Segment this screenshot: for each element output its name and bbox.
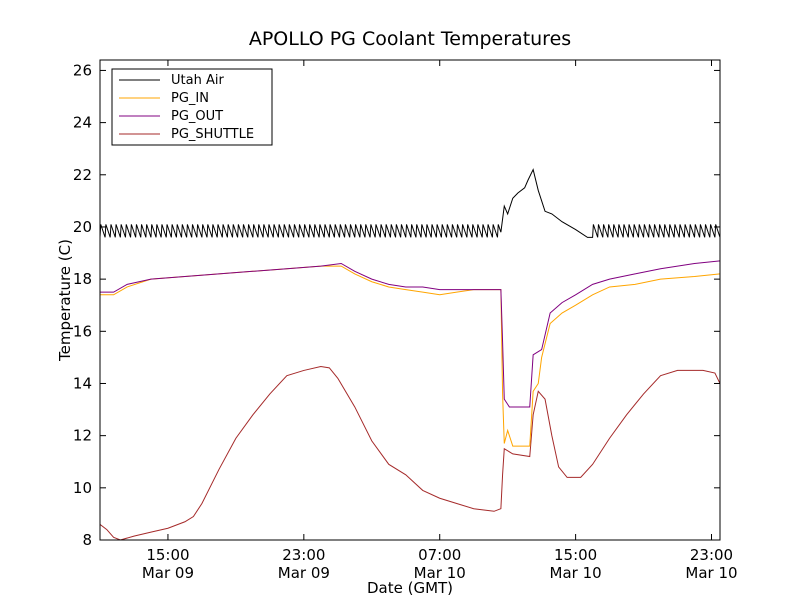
y-tick-label-10: 10 (73, 479, 92, 497)
x-tick-label-time-1: 23:00 (282, 546, 325, 564)
x-tick-label-date-0: Mar 09 (142, 564, 194, 582)
x-tick-label-time-4: 23:00 (690, 546, 733, 564)
legend-label-pg-out: PG_OUT (171, 109, 223, 124)
y-tick-label-12: 12 (73, 427, 92, 445)
x-tick-label-time-3: 15:00 (554, 546, 597, 564)
legend-label-pg-in: PG_IN (171, 91, 209, 106)
y-axis-label: Temperature (C) (56, 239, 74, 362)
series-line-pg-out (100, 260, 721, 408)
legend-label-utah-air: Utah Air (171, 73, 224, 88)
y-tick-label-14: 14 (73, 374, 92, 392)
y-tick-label-20: 20 (73, 218, 92, 236)
y-tick-label-24: 24 (73, 114, 92, 132)
x-tick-label-time-2: 07:00 (418, 546, 461, 564)
x-tick-label-date-2: Mar 10 (414, 564, 466, 582)
series-line-pg-shuttle (99, 366, 721, 541)
y-tick-label-26: 26 (73, 61, 92, 79)
series-line-utah-air (99, 168, 721, 238)
plot-frame (99, 59, 721, 541)
y-tick-label-8: 8 (82, 531, 92, 549)
chart-title: APOLLO PG Coolant Temperatures (249, 28, 571, 50)
legend-label-pg-shuttle: PG_SHUTTLE (171, 127, 254, 142)
x-tick-label-date-3: Mar 10 (550, 564, 602, 582)
x-tick-label-time-0: 15:00 (146, 546, 189, 564)
series-layer (99, 168, 721, 541)
x-tick-label-date-1: Mar 09 (278, 564, 330, 582)
y-tick-label-22: 22 (73, 166, 92, 184)
y-tick-label-16: 16 (73, 322, 92, 340)
x-axis-label: Date (GMT) (367, 579, 453, 597)
x-tick-label-date-4: Mar 10 (685, 564, 737, 582)
legend-box (111, 68, 273, 146)
y-tick-label-18: 18 (73, 270, 92, 288)
legend: Utah Air PG_IN PG_OUT PG_SHUTTLE (111, 68, 273, 146)
